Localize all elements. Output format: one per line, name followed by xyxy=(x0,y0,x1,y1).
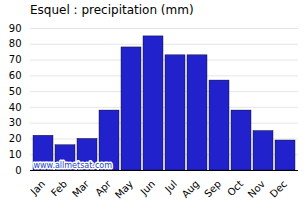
html-text:Esquel : precipitation (mm): Esquel : precipitation (mm) xyxy=(30,3,194,17)
svg-text:Oct: Oct xyxy=(225,178,245,198)
svg-text:30: 30 xyxy=(9,117,22,128)
svg-text:Feb: Feb xyxy=(49,178,69,198)
svg-text:80: 80 xyxy=(9,38,22,49)
svg-text:90: 90 xyxy=(9,23,22,34)
svg-text:70: 70 xyxy=(9,54,22,65)
svg-text:Apr: Apr xyxy=(93,178,114,199)
svg-text:Jan: Jan xyxy=(28,178,47,197)
svg-text:40: 40 xyxy=(9,102,22,113)
svg-text:Nov: Nov xyxy=(246,178,268,200)
svg-text:Mar: Mar xyxy=(70,178,92,200)
svg-text:20: 20 xyxy=(9,133,22,144)
svg-text:www.allmetsat.com: www.allmetsat.com xyxy=(34,161,113,170)
svg-text:Dec: Dec xyxy=(268,178,289,199)
svg-text:0: 0 xyxy=(15,165,21,176)
svg-text:Jun: Jun xyxy=(138,178,158,198)
svg-text:10: 10 xyxy=(9,149,22,160)
svg-text:Aug: Aug xyxy=(180,178,202,200)
svg-text:50: 50 xyxy=(9,86,22,97)
svg-text:60: 60 xyxy=(9,70,22,81)
svg-text:Sep: Sep xyxy=(202,178,223,199)
svg-text:May: May xyxy=(113,178,135,200)
svg-text:Jul: Jul xyxy=(162,178,179,195)
